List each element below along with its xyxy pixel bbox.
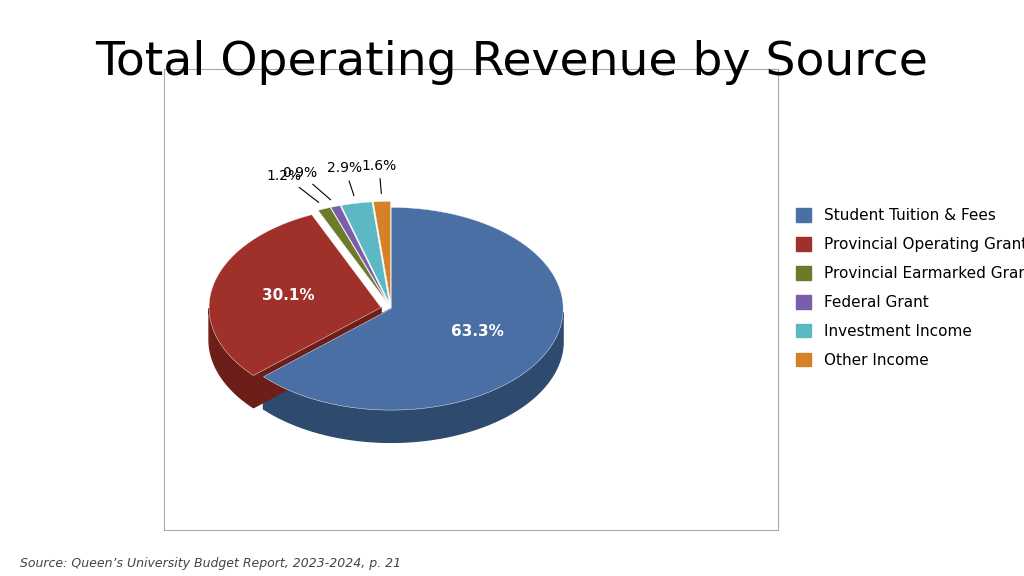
Text: 30.1%: 30.1% xyxy=(262,289,314,304)
Polygon shape xyxy=(209,215,381,376)
Text: 0.9%: 0.9% xyxy=(282,166,331,200)
Text: Total Operating Revenue by Source: Total Operating Revenue by Source xyxy=(95,40,929,85)
Polygon shape xyxy=(263,312,563,442)
Polygon shape xyxy=(374,201,390,302)
Polygon shape xyxy=(263,207,563,410)
Legend: Student Tuition & Fees, Provincial Operating Grants, Provincial Earmarked Grants: Student Tuition & Fees, Provincial Opera… xyxy=(796,209,1024,367)
Text: Source: Queen’s University Budget Report, 2023-2024, p. 21: Source: Queen’s University Budget Report… xyxy=(20,557,401,570)
Polygon shape xyxy=(263,309,391,409)
Polygon shape xyxy=(341,202,389,303)
Text: 63.3%: 63.3% xyxy=(452,324,504,339)
Text: 1.6%: 1.6% xyxy=(361,159,396,194)
Polygon shape xyxy=(318,207,387,303)
Polygon shape xyxy=(331,206,388,303)
Text: 2.9%: 2.9% xyxy=(328,161,362,196)
Polygon shape xyxy=(209,308,254,408)
Polygon shape xyxy=(254,308,381,408)
Text: 1.2%: 1.2% xyxy=(266,169,318,202)
